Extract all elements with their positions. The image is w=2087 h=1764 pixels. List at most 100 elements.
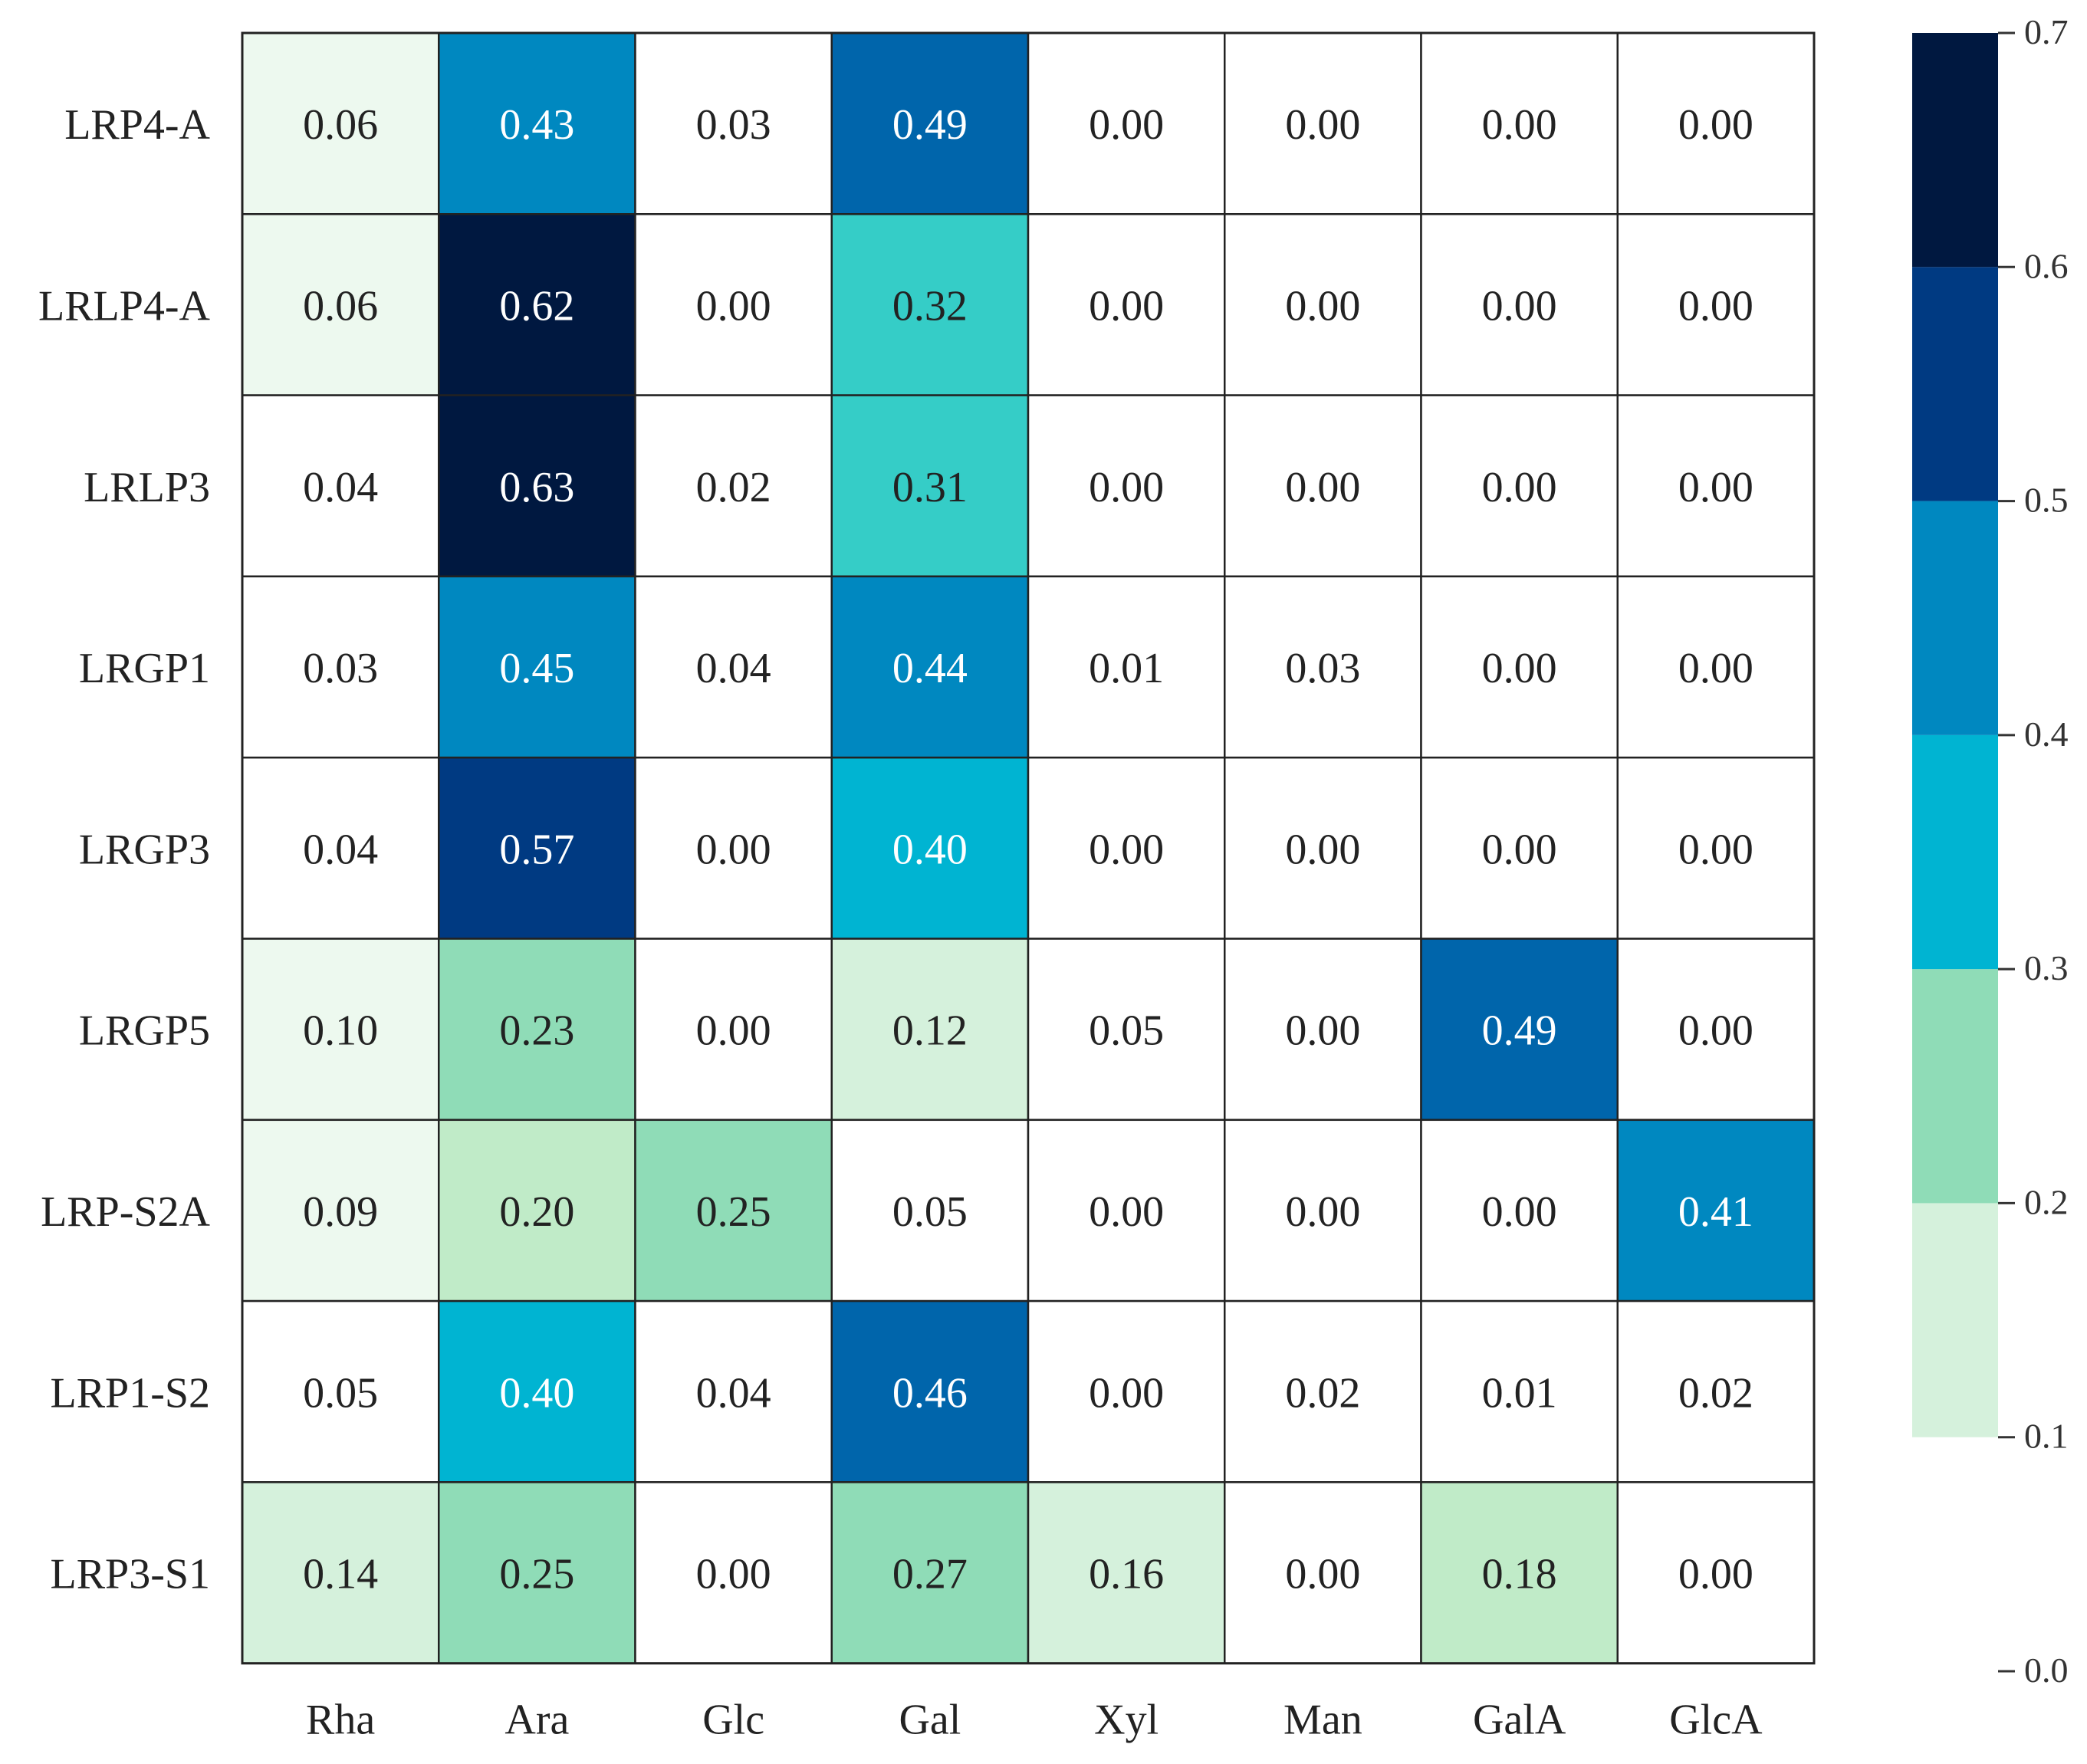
colorbar-tick-label: 0.5: [2024, 481, 2069, 520]
heatmap-cell: [1027, 575, 1226, 759]
cell-value-label: 0.00: [1285, 1007, 1360, 1055]
cell-value-label: 0.23: [499, 1007, 574, 1055]
colorbar-band: [1912, 969, 1998, 1204]
cell-value-label: 0.04: [303, 464, 378, 511]
column-label: GlcA: [1669, 1697, 1763, 1744]
heatmap-cell: [634, 575, 833, 759]
row-label: LRP1-S2: [51, 1369, 211, 1417]
row-label: LRGP1: [79, 645, 210, 692]
cell-value-label: 0.63: [499, 464, 574, 511]
cell-value-label: 0.00: [1482, 282, 1557, 330]
heatmap-cell: [1420, 213, 1619, 396]
heatmap-cell: [438, 1481, 636, 1664]
column-labels: Rha Ara Glc Gal Xyl Man GalA GlcA: [306, 1697, 1763, 1744]
heatmap-cell: [1027, 1119, 1226, 1302]
colorbar-band: [1912, 1203, 1998, 1437]
cell-value-label: 0.00: [1089, 101, 1164, 149]
heatmap-cell: [1616, 938, 1816, 1122]
cell-value-label: 0.00: [1089, 1369, 1164, 1417]
heatmap-cell: [1224, 1481, 1422, 1664]
column-label: GalA: [1473, 1697, 1566, 1744]
heatmap-cell: [1027, 213, 1226, 396]
row-label: LRLP3: [84, 464, 210, 511]
colorbar-band: [1912, 33, 1998, 268]
cell-value-label: 0.00: [1678, 826, 1753, 873]
cell-value-label: 0.00: [1482, 645, 1557, 692]
colorbar-tick-label: 0.4: [2024, 714, 2069, 754]
cell-value-label: 0.00: [1285, 101, 1360, 149]
cell-value-label: 0.00: [1285, 1188, 1360, 1236]
heatmap-cell: [1420, 575, 1619, 759]
cell-value-label: 0.00: [1678, 282, 1753, 330]
cell-value-label: 0.45: [499, 645, 574, 692]
colorbar-tick-label: 0.1: [2024, 1417, 2069, 1456]
heatmap-border: [241, 31, 1816, 1665]
heatmap-cell: [1616, 213, 1816, 396]
cell-value-label: 0.16: [1089, 1551, 1164, 1598]
heatmap-cell: [1027, 31, 1226, 215]
cell-value-label: 0.20: [499, 1188, 574, 1236]
cell-value-label: 0.00: [1482, 1188, 1557, 1236]
heatmap-cell: [241, 575, 440, 759]
row-label: LRGP5: [79, 1007, 210, 1055]
cell-value-label: 0.01: [1089, 645, 1164, 692]
heatmap-cell: [1224, 938, 1422, 1122]
colorbar-tick-label: 0.0: [2024, 1651, 2069, 1690]
colorbar-tick-label: 0.2: [2024, 1182, 2069, 1221]
cell-value-label: 0.00: [1678, 1551, 1753, 1598]
cell-value-label: 0.49: [892, 101, 968, 149]
column-label: Glc: [702, 1697, 764, 1744]
cell-value-label: 0.02: [696, 464, 771, 511]
cell-value-label: 0.00: [1678, 464, 1753, 511]
cell-value-label: 0.05: [892, 1188, 968, 1236]
cell-value-label: 0.00: [1678, 101, 1753, 149]
cell-value-label: 0.12: [892, 1007, 968, 1055]
cell-value-label: 0.44: [892, 645, 968, 692]
cell-value-label: 0.00: [1285, 826, 1360, 873]
cell-value-label: 0.31: [892, 464, 968, 511]
heatmap-cell: [1420, 394, 1619, 578]
cell-value-label: 0.41: [1678, 1188, 1753, 1236]
cell-value-label: 0.00: [696, 826, 771, 873]
cell-value-label: 0.02: [1285, 1369, 1360, 1417]
cell-value-label: 0.00: [1285, 464, 1360, 511]
heatmap-cell: [438, 938, 636, 1122]
heatmap-cell: [241, 1119, 440, 1302]
cell-value-label: 0.46: [892, 1369, 968, 1417]
cell-value-label: 0.25: [499, 1551, 574, 1598]
heatmap-cell: [1027, 938, 1226, 1122]
colorbar-tick-label: 0.7: [2024, 12, 2069, 51]
column-label: Rha: [306, 1697, 375, 1744]
cell-value-label: 0.00: [1482, 101, 1557, 149]
cell-value-label: 0.00: [1482, 826, 1557, 873]
cell-value-label: 0.04: [696, 1369, 771, 1417]
heatmap-cell: [1027, 1481, 1226, 1664]
heatmap-cell: [1224, 756, 1422, 940]
column-label: Gal: [899, 1697, 961, 1744]
colorbar-tick-label: 0.3: [2024, 948, 2069, 987]
column-label: Ara: [504, 1697, 569, 1744]
heatmap-cell: [634, 756, 833, 940]
heatmap-cell: [634, 1481, 833, 1664]
cell-value-label: 0.25: [696, 1188, 771, 1236]
heatmap-cell: [634, 1119, 833, 1302]
cell-value-label: 0.18: [1482, 1551, 1557, 1598]
heatmap-cell: [1420, 756, 1619, 940]
cell-value-label: 0.00: [696, 1551, 771, 1598]
cell-value-label: 0.27: [892, 1551, 968, 1598]
heatmap-cell: [830, 756, 1030, 940]
cell-value-label: 0.00: [1482, 464, 1557, 511]
cell-value-label: 0.40: [499, 1369, 574, 1417]
cell-value-label: 0.09: [303, 1188, 378, 1236]
colorbar-band: [1912, 734, 1998, 970]
cell-value-label: 0.57: [499, 826, 574, 873]
colorbar-tick-label: 0.6: [2024, 246, 2069, 285]
heatmap-cell: [438, 394, 636, 578]
cell-value-label: 0.00: [1089, 826, 1164, 873]
heatmap-cell: [1224, 394, 1422, 578]
cell-value-label: 0.01: [1482, 1369, 1557, 1417]
row-label: LRLP4-A: [38, 282, 211, 330]
cell-value-label: 0.03: [303, 645, 378, 692]
heatmap-cell: [1224, 213, 1422, 396]
